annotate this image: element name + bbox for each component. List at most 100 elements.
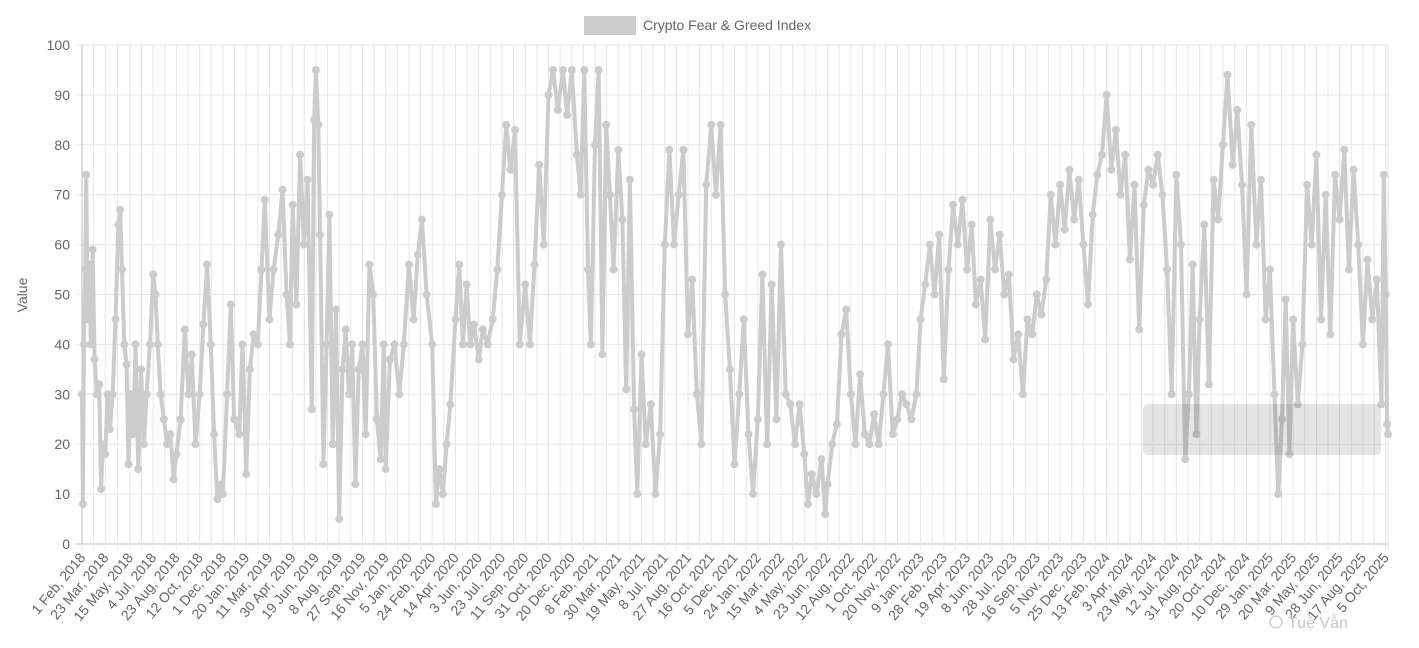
y-tick-label: 100 (47, 37, 71, 53)
data-point (777, 240, 785, 249)
data-point (823, 480, 832, 489)
data-point (1384, 430, 1392, 439)
data-point (758, 270, 767, 279)
data-point (1270, 390, 1279, 399)
data-point (218, 490, 227, 499)
data-point (1037, 310, 1046, 319)
data-point (399, 340, 408, 349)
data-point (145, 340, 154, 349)
data-point (249, 330, 258, 339)
data-point (1242, 290, 1251, 299)
data-point (405, 260, 413, 269)
data-point (1261, 315, 1270, 324)
data-point (767, 280, 776, 289)
data-point (1018, 390, 1027, 399)
data-point (111, 315, 120, 324)
data-point (348, 340, 357, 349)
data-point (572, 150, 581, 159)
legend[interactable]: Crypto Fear & Greed Index (584, 16, 811, 35)
data-point (311, 66, 320, 74)
data-point (684, 330, 692, 339)
data-point (316, 230, 325, 239)
data-point (78, 500, 87, 509)
data-point (260, 195, 269, 204)
data-point (692, 390, 701, 399)
data-point (591, 140, 599, 149)
y-tick-label: 20 (54, 436, 70, 452)
data-point (1181, 455, 1190, 464)
data-point (1358, 340, 1367, 349)
data-point (976, 275, 985, 284)
data-point (1349, 165, 1358, 174)
data-point (1218, 140, 1227, 149)
data-point (1233, 105, 1242, 114)
data-point (142, 390, 151, 399)
data-point (413, 250, 422, 259)
data-point (210, 430, 219, 439)
data-point (633, 490, 642, 499)
data-point (195, 390, 204, 399)
data-point (331, 305, 340, 314)
data-point (800, 450, 809, 459)
data-point (702, 180, 711, 189)
data-point (916, 315, 925, 324)
data-point (126, 390, 135, 399)
data-point (1098, 150, 1106, 159)
data-point (1363, 255, 1372, 264)
data-point (730, 460, 739, 469)
data-point (187, 350, 196, 359)
data-point (530, 260, 539, 269)
y-tick-label: 70 (54, 187, 70, 203)
data-point (1000, 290, 1009, 299)
data-point (614, 145, 623, 154)
data-point (1028, 330, 1037, 339)
data-point (1381, 290, 1390, 299)
data-point (1192, 430, 1201, 439)
data-point (462, 280, 471, 289)
data-point (953, 240, 962, 249)
data-point (971, 300, 980, 309)
data-point (535, 160, 544, 169)
data-point (1312, 150, 1321, 159)
y-tick-label: 0 (62, 536, 70, 552)
data-point (1335, 215, 1344, 224)
data-point (319, 460, 328, 469)
legend-label: Crypto Fear & Greed Index (643, 17, 811, 33)
data-point (328, 440, 337, 449)
data-point (1102, 90, 1111, 99)
data-point (865, 440, 874, 449)
data-point (1298, 340, 1307, 349)
data-point (586, 340, 595, 349)
data-point (544, 90, 553, 99)
series-line (80, 68, 1390, 521)
data-point (466, 340, 475, 349)
data-point (1195, 315, 1204, 324)
data-point (744, 430, 753, 439)
data-point (166, 430, 175, 439)
data-point (379, 340, 388, 349)
data-point (870, 410, 879, 419)
data-point (625, 175, 634, 184)
y-axis: 0 10 20 30 40 50 60 70 80 90 100 (47, 37, 71, 552)
data-point (351, 480, 360, 489)
data-point (1116, 190, 1125, 199)
data-point (660, 240, 669, 249)
data-point (446, 400, 455, 409)
data-point (860, 430, 869, 439)
data-point (288, 200, 297, 209)
data-point (651, 490, 660, 499)
data-point (856, 370, 865, 379)
data-point (235, 430, 244, 439)
data-point (711, 190, 720, 199)
data-point (483, 340, 492, 349)
data-point (385, 355, 394, 364)
data-point (274, 230, 283, 239)
data-point (576, 190, 585, 199)
data-point (1274, 490, 1283, 499)
watermark-text: Tuệ Vẫn (1288, 613, 1348, 632)
data-point (1074, 175, 1083, 184)
data-point (151, 290, 160, 299)
tooltip-ghost (1143, 404, 1381, 455)
y-tick-label: 90 (54, 87, 70, 103)
